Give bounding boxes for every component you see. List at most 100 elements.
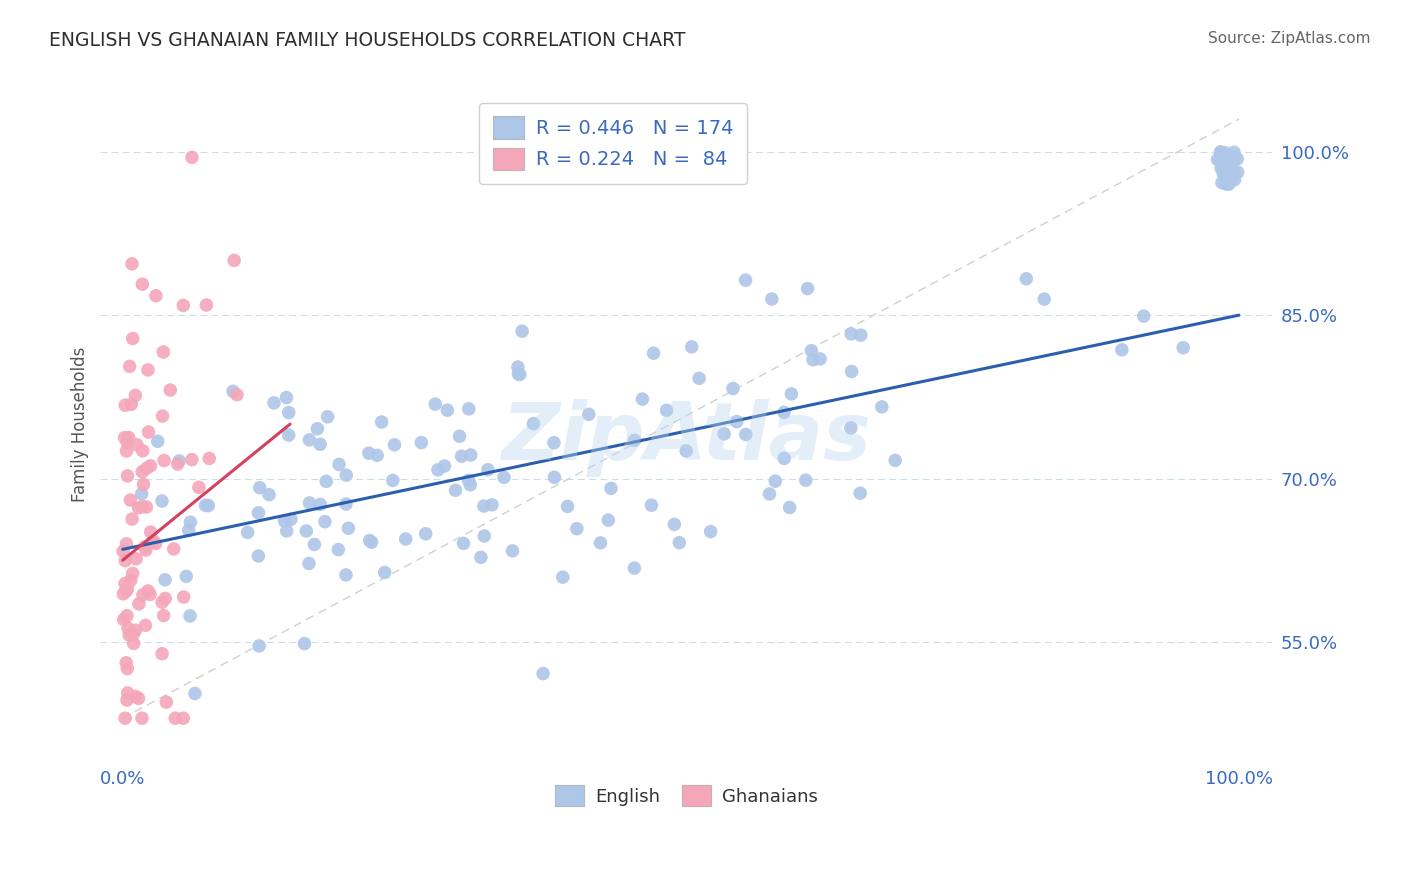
Point — [522, 417, 544, 431]
Point — [128, 691, 150, 706]
Point — [1215, 175, 1237, 189]
Point — [1211, 159, 1233, 173]
Point — [135, 500, 157, 514]
Point — [643, 346, 665, 360]
Point — [165, 711, 187, 725]
Point — [1209, 145, 1232, 159]
Point — [1222, 164, 1244, 178]
Point — [1212, 151, 1234, 165]
Point — [655, 403, 678, 417]
Point — [163, 541, 186, 556]
Point — [298, 557, 321, 571]
Point — [623, 434, 645, 448]
Point — [179, 515, 201, 529]
Point — [128, 500, 150, 515]
Point — [453, 536, 475, 550]
Point — [357, 446, 380, 460]
Point — [460, 478, 482, 492]
Point — [384, 438, 406, 452]
Point — [1215, 174, 1237, 188]
Point — [1212, 151, 1234, 165]
Point — [226, 387, 249, 401]
Point — [115, 656, 138, 670]
Point — [277, 428, 299, 442]
Point — [841, 364, 863, 378]
Point — [1219, 161, 1241, 175]
Point — [328, 542, 350, 557]
Point — [1211, 148, 1233, 162]
Point — [360, 535, 382, 549]
Point — [725, 415, 748, 429]
Point — [115, 583, 138, 598]
Point — [1132, 309, 1154, 323]
Point — [114, 398, 136, 412]
Point — [1226, 152, 1249, 166]
Point — [436, 403, 458, 417]
Point — [131, 487, 153, 501]
Point — [115, 435, 138, 450]
Point — [457, 401, 479, 416]
Point — [1212, 157, 1234, 171]
Point — [1218, 156, 1240, 170]
Point — [758, 487, 780, 501]
Point — [425, 397, 447, 411]
Point — [197, 499, 219, 513]
Point — [276, 391, 298, 405]
Point — [263, 396, 285, 410]
Point — [117, 661, 139, 675]
Point — [298, 496, 321, 510]
Point — [181, 150, 204, 164]
Point — [273, 514, 295, 528]
Point — [120, 493, 142, 508]
Point — [1216, 170, 1239, 185]
Point — [1209, 146, 1232, 161]
Point — [501, 544, 523, 558]
Point — [172, 298, 194, 312]
Point — [174, 569, 197, 583]
Point — [112, 544, 135, 558]
Point — [124, 388, 146, 402]
Point — [1216, 166, 1239, 180]
Point — [177, 524, 200, 538]
Point — [115, 582, 138, 596]
Point — [839, 421, 862, 435]
Point — [118, 430, 141, 444]
Point — [132, 477, 155, 491]
Point — [589, 536, 612, 550]
Point — [543, 435, 565, 450]
Point — [114, 431, 136, 445]
Point — [472, 499, 495, 513]
Point — [173, 590, 195, 604]
Point — [134, 618, 156, 632]
Point — [1211, 155, 1233, 169]
Point — [112, 587, 135, 601]
Point — [870, 400, 893, 414]
Point — [159, 383, 181, 397]
Point — [598, 513, 620, 527]
Point — [187, 480, 209, 494]
Point — [734, 273, 756, 287]
Point — [366, 449, 388, 463]
Point — [761, 292, 783, 306]
Point — [128, 597, 150, 611]
Point — [276, 524, 298, 538]
Point — [472, 529, 495, 543]
Point — [236, 525, 259, 540]
Point — [150, 647, 173, 661]
Point — [506, 359, 529, 374]
Point — [166, 457, 188, 471]
Point — [298, 433, 321, 447]
Point — [640, 498, 662, 512]
Point — [115, 693, 138, 707]
Point — [152, 409, 174, 423]
Point — [450, 449, 472, 463]
Point — [131, 465, 153, 479]
Point — [1222, 168, 1244, 182]
Point — [335, 468, 357, 483]
Point — [153, 453, 176, 467]
Point — [623, 561, 645, 575]
Point — [1223, 145, 1246, 160]
Point — [135, 543, 157, 558]
Point — [314, 515, 336, 529]
Point — [1216, 153, 1239, 168]
